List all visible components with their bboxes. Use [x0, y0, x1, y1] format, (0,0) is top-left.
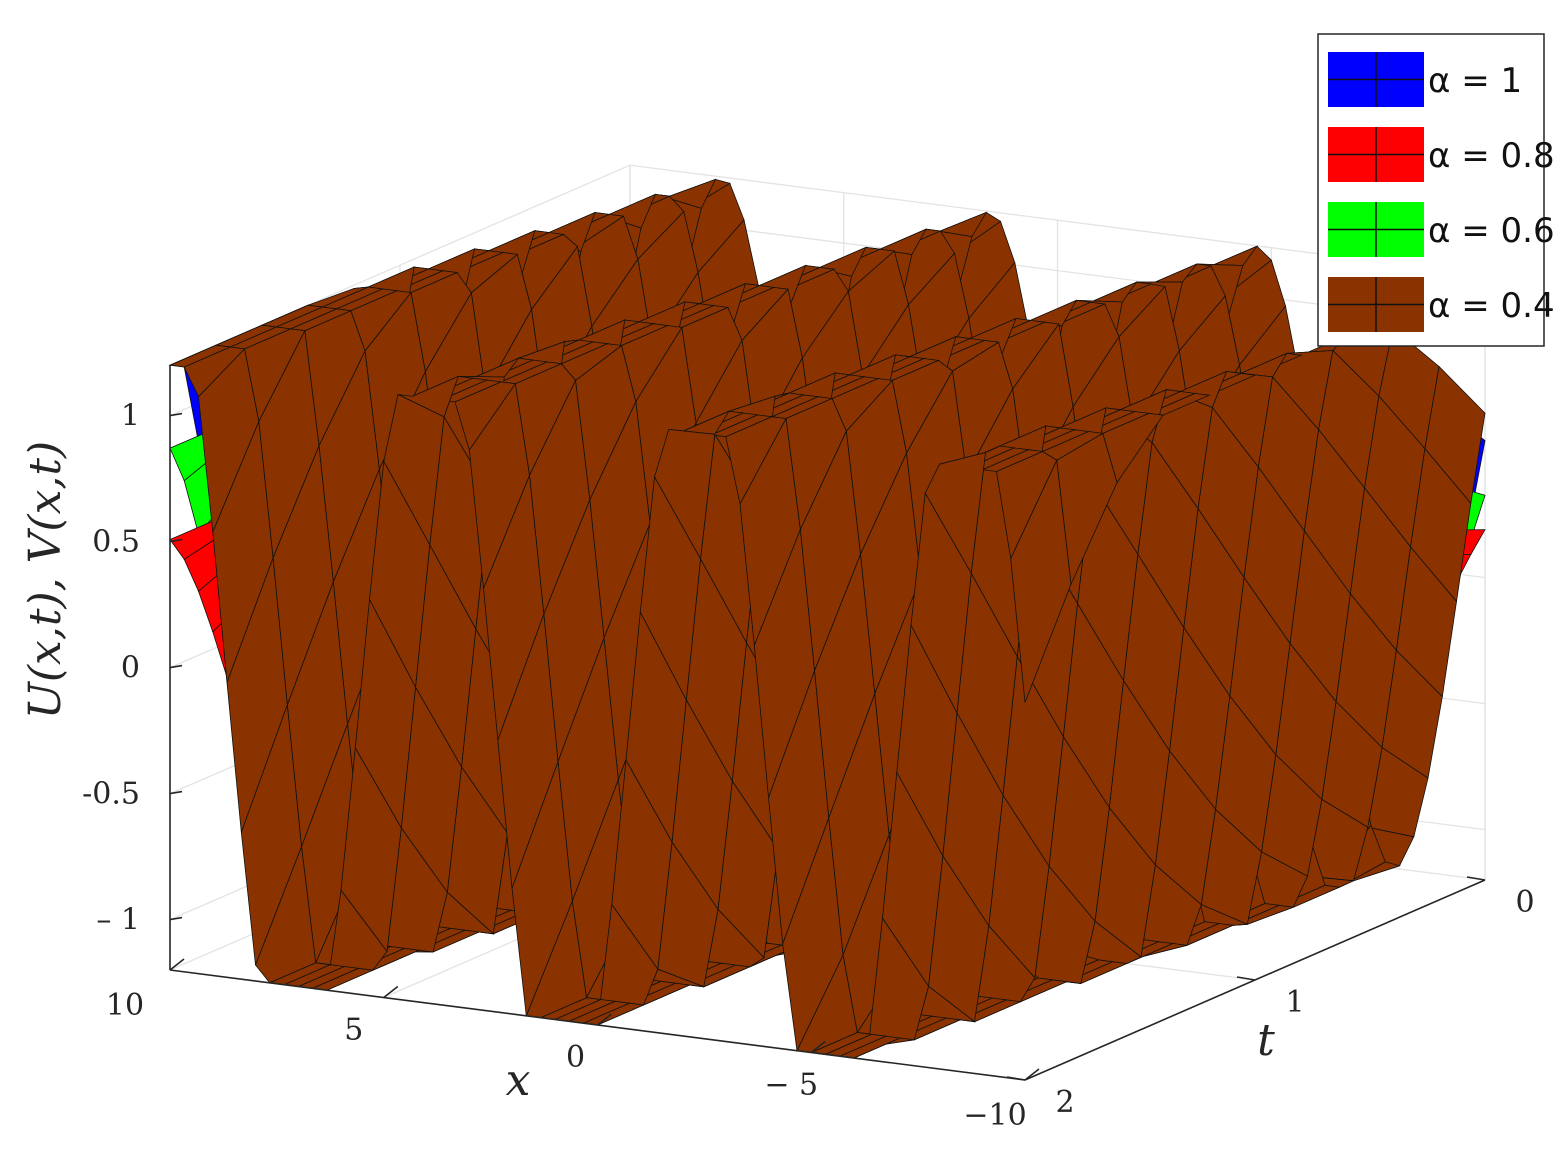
- legend-label: α = 0.4: [1428, 286, 1555, 326]
- x-tick-label: 0: [566, 1040, 585, 1075]
- t-axis-label: t: [1257, 1015, 1275, 1066]
- z-tick-mark: [169, 916, 183, 921]
- z-tick-mark: [169, 790, 183, 795]
- x-tick-label: 5: [344, 1013, 363, 1048]
- x-tick-label: − 5: [764, 1068, 818, 1103]
- axes-layer: 1 0.5 0 -0.5 – 1 10 5 0 − 5 −10 0 1 2: [82, 365, 1535, 1133]
- t-tick-label: 0: [1515, 885, 1534, 920]
- z-tick-label: -0.5: [82, 777, 140, 812]
- z-tick-label: 0.5: [92, 525, 140, 560]
- z-tick-label: 1: [121, 399, 140, 434]
- x-tick-mark: [810, 1040, 826, 1054]
- surface-series: [168, 178, 1486, 1059]
- x-tick-mark: [597, 1013, 612, 1026]
- legend-label: α = 0.8: [1428, 136, 1555, 176]
- t-tick-mark: [1466, 876, 1486, 881]
- z-tick-mark: [169, 412, 183, 417]
- z-tick-label: 0: [121, 651, 140, 686]
- surface-layer: [168, 178, 1486, 1059]
- z-tick-mark: [169, 664, 183, 669]
- x-tick-label: −10: [963, 1098, 1026, 1133]
- legend-item: α = 0.6: [1328, 202, 1555, 257]
- z-tick-mark: [169, 538, 183, 543]
- t-tick-label: 1: [1285, 985, 1304, 1020]
- x-tick-label: 10: [106, 988, 144, 1023]
- legend: α = 1 α = 0.8 α = 0.6 α = 0.4: [1317, 33, 1555, 347]
- t-tick-mark: [1006, 1076, 1026, 1081]
- x-axis-label: x: [506, 1055, 531, 1106]
- z-axis-label: U(x,t), V(x,t): [20, 441, 71, 719]
- legend-label: α = 1: [1428, 61, 1522, 101]
- x-tick-mark: [383, 985, 399, 999]
- legend-item: α = 1: [1328, 52, 1522, 107]
- t-tick-label: 2: [1055, 1085, 1074, 1120]
- x-tick-mark: [169, 958, 185, 971]
- t-tick-mark: [1236, 976, 1256, 981]
- x-tick-mark: [1024, 1068, 1040, 1081]
- z-tick-label: – 1: [96, 903, 140, 938]
- legend-item: α = 0.8: [1328, 127, 1555, 182]
- legend-label: α = 0.6: [1428, 211, 1555, 251]
- legend-item: α = 0.4: [1328, 277, 1555, 332]
